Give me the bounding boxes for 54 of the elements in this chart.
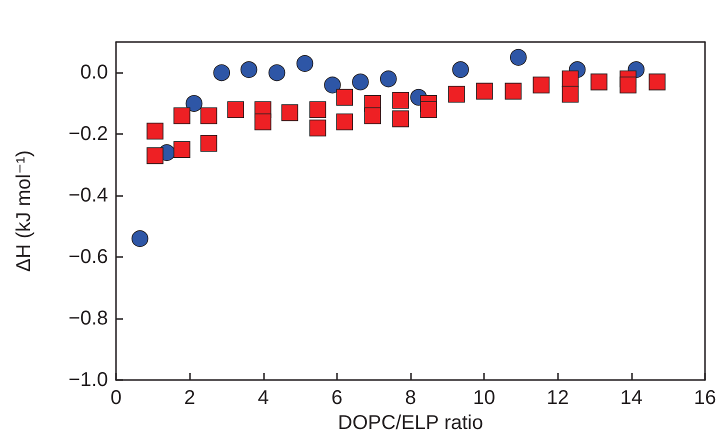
point — [173, 141, 190, 158]
point — [173, 107, 190, 124]
x-tick-label: 4 — [258, 387, 269, 409]
y-axis-title: ΔH (kJ mol⁻¹) — [13, 150, 35, 272]
point — [590, 74, 608, 90]
x-tick-label: 8 — [404, 387, 416, 409]
point — [620, 76, 636, 94]
point — [532, 76, 550, 94]
point — [648, 74, 666, 90]
x-tick-label: 2 — [184, 387, 196, 409]
y-tick-label: 0.0 — [80, 62, 108, 84]
point — [336, 88, 354, 106]
x-tick-label: 10 — [473, 387, 496, 409]
point — [336, 113, 354, 130]
point — [352, 74, 369, 90]
y-tick-label: −0.4 — [68, 184, 108, 207]
point — [200, 135, 218, 152]
point — [213, 64, 230, 82]
point — [420, 101, 437, 118]
point — [448, 86, 465, 103]
point — [281, 104, 298, 122]
x-tick-label: 12 — [546, 387, 569, 409]
x-tick-label: 16 — [694, 387, 716, 409]
point — [146, 147, 164, 164]
point — [146, 122, 164, 140]
y-tick-label: −0.6 — [68, 246, 108, 268]
point — [452, 61, 469, 78]
point — [562, 86, 579, 103]
point — [240, 61, 258, 78]
point — [324, 76, 341, 94]
y-tick-label: −1.0 — [68, 369, 108, 391]
point — [186, 95, 202, 112]
point — [227, 101, 244, 118]
point — [364, 107, 381, 124]
point — [380, 70, 397, 88]
y-tick-label: −0.2 — [68, 123, 108, 146]
point — [296, 55, 314, 72]
point — [562, 70, 579, 88]
point — [268, 64, 286, 82]
point — [132, 230, 148, 248]
point — [392, 110, 409, 128]
point — [476, 82, 493, 100]
point — [504, 82, 522, 100]
point — [510, 48, 527, 66]
x-axis-title: DOPC/ELP ratio — [338, 412, 484, 434]
point — [254, 113, 272, 130]
x-tick-label: 14 — [620, 387, 642, 409]
point — [392, 92, 409, 109]
point — [309, 120, 326, 136]
x-tick-label: 0 — [110, 387, 122, 409]
y-tick-label: −0.8 — [68, 308, 108, 330]
point — [309, 101, 326, 118]
x-tick-label: 6 — [331, 387, 342, 409]
point — [200, 107, 218, 124]
